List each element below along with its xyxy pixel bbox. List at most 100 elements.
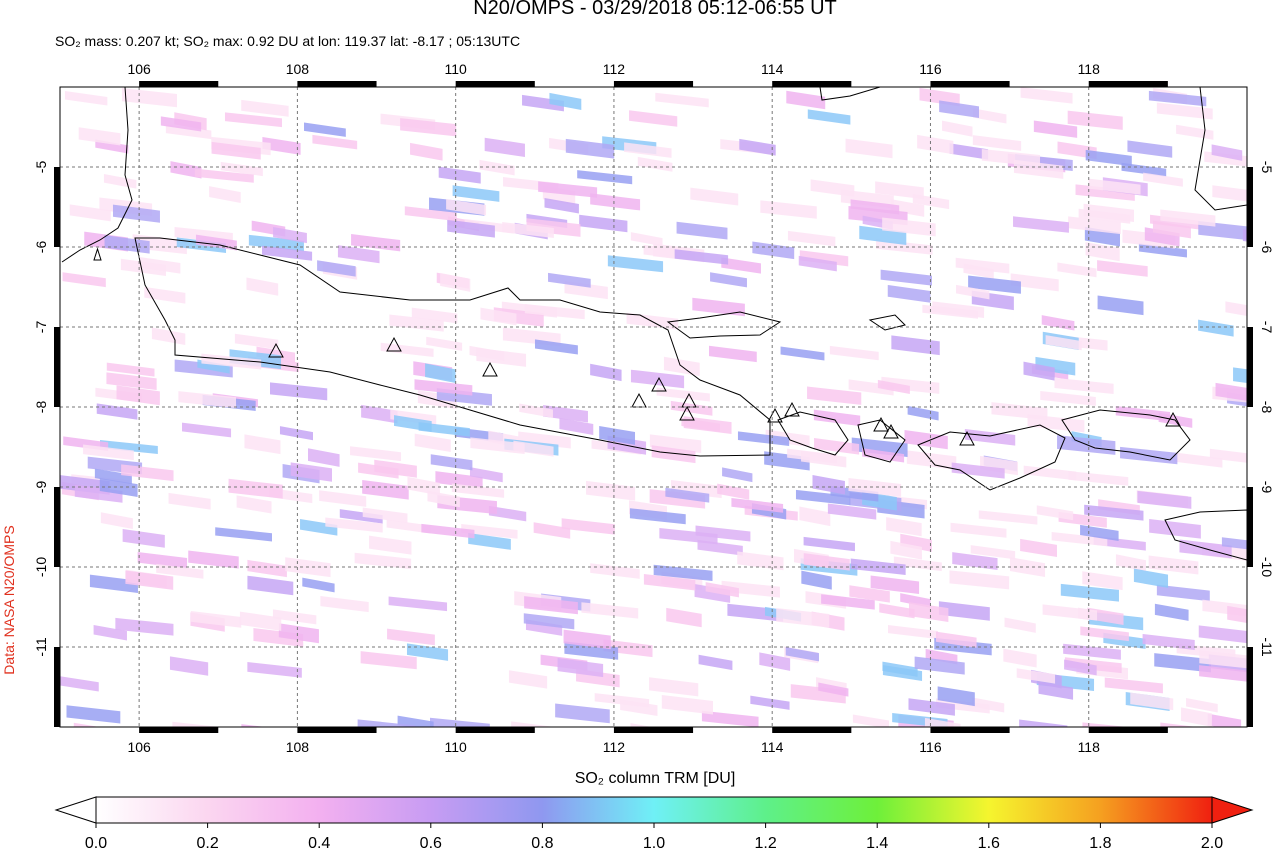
swath-pixel xyxy=(981,148,1041,167)
swath-pixel xyxy=(776,607,830,628)
swath-pixel xyxy=(850,199,900,215)
swath-pixel xyxy=(357,719,416,727)
swath-pixel xyxy=(339,509,383,524)
swath-pixel xyxy=(581,602,639,619)
swath-pixel xyxy=(241,99,289,117)
swath-pixel xyxy=(94,468,132,485)
swath-pixel xyxy=(629,508,686,525)
swath-pixel xyxy=(893,556,942,572)
swath-pixel xyxy=(1003,648,1037,668)
swath-pixel xyxy=(890,199,925,217)
swath-pixel xyxy=(697,539,743,556)
x-tick-label: 114 xyxy=(761,739,784,755)
swath-pixel xyxy=(801,570,832,590)
colorbar-low-end xyxy=(54,796,97,824)
swath-pixel xyxy=(74,484,123,503)
swath-pixel xyxy=(710,272,747,288)
swath-pixel xyxy=(73,722,100,727)
swath-pixel xyxy=(319,490,367,507)
swath-pixel xyxy=(469,467,503,483)
swath-pixel xyxy=(304,122,346,137)
swath-pixel xyxy=(972,135,1022,151)
x-tick-label: 118 xyxy=(1078,61,1101,77)
swath-pixel xyxy=(188,550,239,569)
swath-pixel xyxy=(665,487,710,503)
swath-pixel xyxy=(670,400,713,416)
swath-pixel xyxy=(1097,260,1148,277)
swath-pixel xyxy=(1082,571,1123,591)
swath-pixel xyxy=(172,721,220,727)
swath-pixel xyxy=(502,222,554,238)
y-tick-label: -7 xyxy=(1259,321,1272,334)
swath-pixel xyxy=(234,333,279,350)
swath-pixel xyxy=(1221,537,1247,550)
swath-pixel xyxy=(389,314,444,332)
swath-pixel xyxy=(739,138,776,156)
swath-pixel xyxy=(803,536,855,552)
swath-pixel xyxy=(942,120,973,137)
swath-pixel xyxy=(559,417,594,435)
swath-pixel xyxy=(106,372,157,391)
swath-pixel xyxy=(247,661,302,678)
swath-pixel xyxy=(750,695,790,710)
swath-pixel xyxy=(1020,87,1073,104)
swath-pixel xyxy=(220,161,263,177)
swath-pixel xyxy=(924,717,961,727)
colorbar-tick-label: 2.0 xyxy=(1201,835,1223,852)
swath-pixel xyxy=(169,656,209,676)
swath-pixel xyxy=(877,379,910,395)
swath-pixel xyxy=(479,159,515,176)
swath-pixel xyxy=(1010,273,1059,292)
swath-pixel xyxy=(170,161,202,179)
swath-pixel xyxy=(421,523,475,539)
swath-pixel xyxy=(852,714,889,727)
swath-pixel xyxy=(1149,518,1201,539)
swath-pixel xyxy=(103,174,137,189)
swath-pixel xyxy=(414,433,451,453)
colorbar-tick-label: 0.4 xyxy=(308,835,330,852)
swath-pixel xyxy=(513,440,554,457)
swath-pixel xyxy=(919,87,960,107)
swath-pixel xyxy=(701,710,759,727)
swath-pixel xyxy=(821,594,875,610)
swath-pixel xyxy=(656,387,710,402)
swath-pixel xyxy=(651,445,696,464)
swath-pixel xyxy=(1160,209,1216,227)
swath-pixel xyxy=(60,676,99,692)
frame-bar xyxy=(54,487,60,567)
swath-pixel xyxy=(721,580,780,598)
swath-pixel xyxy=(888,624,939,640)
credit: Data: NASA N20/OMPS xyxy=(1,525,17,674)
swath-pixel xyxy=(603,639,653,658)
swath-pixel xyxy=(1186,698,1218,713)
swath-pixel xyxy=(760,200,817,219)
swath-pixel xyxy=(949,570,1010,590)
swath-pixel xyxy=(1051,532,1108,547)
swath-pixel xyxy=(549,92,582,111)
swath-pixel xyxy=(935,631,977,648)
frame-bar xyxy=(1247,167,1253,247)
swath-pixel xyxy=(690,187,739,206)
swath-pixel xyxy=(1233,367,1247,383)
swath-pixel xyxy=(1225,301,1247,316)
swath-pixel xyxy=(848,477,902,497)
x-tick-label: 106 xyxy=(127,739,151,755)
frame-bar xyxy=(1088,727,1168,733)
swath-pixel xyxy=(300,518,338,536)
swath-pixel xyxy=(1019,719,1068,727)
swath-pixel xyxy=(939,100,979,118)
swath-pixel xyxy=(201,353,262,370)
swath-pixel xyxy=(468,533,511,550)
swath-pixel xyxy=(887,284,931,303)
swath-pixel xyxy=(351,234,401,252)
swath-pixel xyxy=(511,721,555,727)
swath-pixel xyxy=(361,404,398,424)
colorbar: 0.0 0.2 0.4 0.6 0.8 1.0 1.2 1.4 1.6 1.8 2.0 xyxy=(54,796,1254,852)
swath-pixel xyxy=(807,109,851,125)
map-axes: 106 106 108 108 110 110 112 112 114 114 116 116 118 1… xyxy=(33,61,1272,755)
colorbar-high-end xyxy=(1211,796,1254,824)
x-tick-label: 108 xyxy=(286,61,310,77)
title: N20/OMPS - 03/29/2018 05:12-06:55 UT xyxy=(473,0,837,19)
y-tick-label: -6 xyxy=(33,241,49,254)
swath-pixel xyxy=(461,524,518,539)
